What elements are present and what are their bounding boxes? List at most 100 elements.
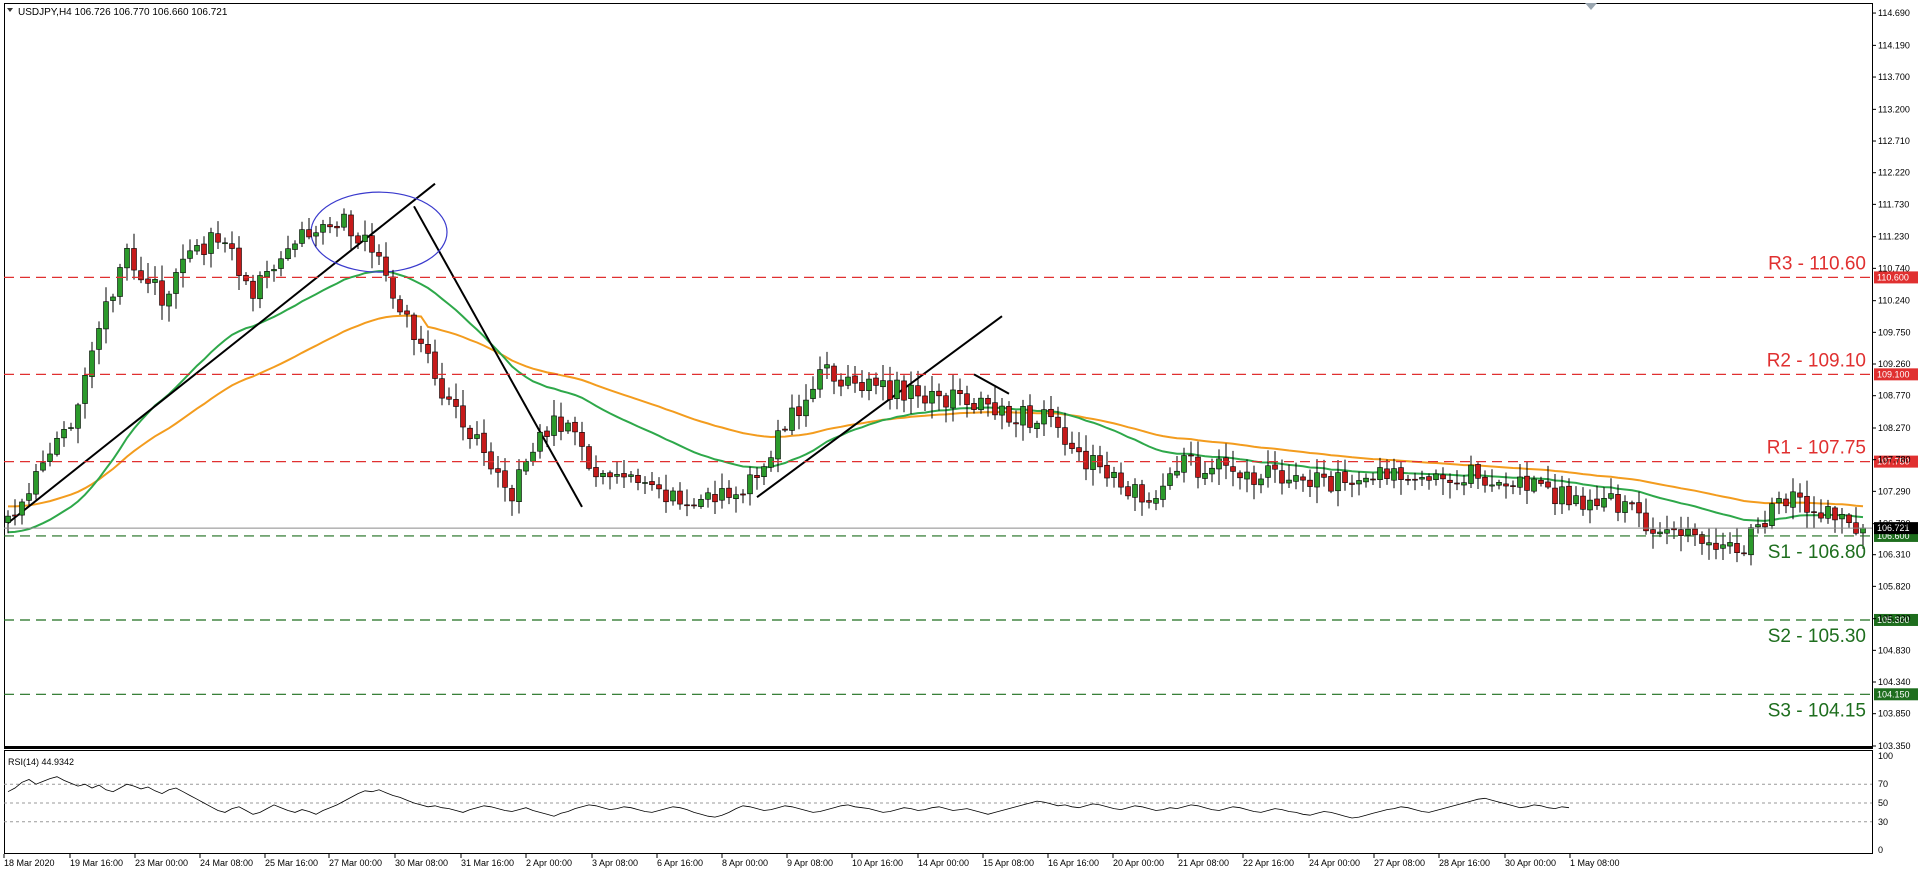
bull-candle bbox=[1377, 467, 1383, 481]
bull-candle bbox=[33, 471, 39, 495]
bear-candle bbox=[992, 402, 998, 416]
bear-candle bbox=[1482, 476, 1488, 486]
bear-candle bbox=[1370, 478, 1376, 481]
bull-candle bbox=[866, 378, 872, 391]
current-price-tag bbox=[1874, 522, 1918, 535]
level-price-tag bbox=[1874, 455, 1918, 468]
bear-candle bbox=[1125, 486, 1131, 497]
bear-candle bbox=[1811, 511, 1817, 513]
symbol-dropdown-icon[interactable] bbox=[7, 8, 13, 12]
bull-candle bbox=[278, 258, 284, 269]
bear-candle bbox=[1804, 495, 1810, 513]
bull-candle bbox=[19, 501, 25, 516]
bull-candle bbox=[1335, 472, 1341, 492]
bull-candle bbox=[1748, 527, 1754, 556]
bull-candle bbox=[292, 243, 298, 250]
bear-candle bbox=[754, 475, 760, 479]
bear-candle bbox=[1741, 552, 1747, 555]
bear-candle bbox=[579, 432, 585, 447]
y-tick-label: 114.690 bbox=[1878, 8, 1910, 18]
bull-candle bbox=[173, 272, 179, 294]
bear-candle bbox=[656, 484, 662, 490]
bear-candle bbox=[1650, 529, 1656, 534]
bull-candle bbox=[768, 457, 774, 468]
bear-candle bbox=[460, 405, 466, 428]
bull-candle bbox=[1860, 527, 1866, 534]
bear-candle bbox=[1062, 427, 1068, 445]
bull-candle bbox=[824, 364, 830, 369]
bear-candle bbox=[355, 235, 361, 244]
bull-candle bbox=[530, 451, 536, 462]
bear-candle bbox=[1272, 464, 1278, 470]
bull-candle bbox=[614, 474, 620, 477]
bull-candle bbox=[474, 434, 480, 439]
bear-candle bbox=[404, 310, 410, 315]
bear-candle bbox=[1699, 534, 1705, 544]
x-tick-label: 28 Apr 16:00 bbox=[1439, 858, 1490, 868]
bear-candle bbox=[509, 488, 515, 502]
chart-shift-marker-icon[interactable] bbox=[1585, 3, 1597, 10]
bull-candle bbox=[1356, 480, 1362, 485]
bear-candle bbox=[1139, 484, 1145, 503]
bear-candle bbox=[726, 487, 732, 498]
bull-candle bbox=[803, 399, 809, 417]
bull-candle bbox=[1608, 493, 1614, 499]
moving-average-green bbox=[7, 270, 1864, 534]
y-tick-label: 108.270 bbox=[1878, 423, 1911, 433]
y-tick-label: 109.750 bbox=[1878, 327, 1911, 337]
bear-candle bbox=[1566, 485, 1572, 506]
bear-candle bbox=[1398, 467, 1404, 480]
bear-candle bbox=[1027, 405, 1033, 428]
level-price-tag bbox=[1874, 613, 1918, 626]
bull-candle bbox=[1216, 458, 1222, 470]
x-tick-label: 19 Mar 16:00 bbox=[70, 858, 123, 868]
bear-candle bbox=[985, 397, 991, 405]
y-tick-label: 105.820 bbox=[1878, 581, 1911, 591]
level-price-tag-text: 105.300 bbox=[1877, 615, 1910, 625]
bear-candle bbox=[1195, 456, 1201, 478]
bear-candle bbox=[1447, 479, 1453, 483]
bull-candle bbox=[1825, 506, 1831, 519]
bear-candle bbox=[446, 396, 452, 400]
bull-candle bbox=[271, 269, 277, 272]
bull-candle bbox=[61, 429, 67, 439]
x-tick-label: 31 Mar 16:00 bbox=[461, 858, 514, 868]
bear-candle bbox=[1076, 447, 1082, 453]
bear-candle bbox=[425, 344, 431, 354]
bear-candle bbox=[418, 338, 424, 344]
bull-candle bbox=[1174, 470, 1180, 476]
bull-candle bbox=[299, 229, 305, 244]
bull-candle bbox=[362, 234, 368, 242]
bear-candle bbox=[1237, 472, 1243, 479]
bear-candle bbox=[376, 252, 382, 257]
bull-candle bbox=[124, 248, 130, 269]
bear-candle bbox=[635, 474, 641, 483]
bear-candle bbox=[1503, 483, 1509, 487]
bull-candle bbox=[75, 404, 81, 429]
bull-candle bbox=[1601, 498, 1607, 508]
y-tick-label: 104.340 bbox=[1878, 677, 1911, 687]
bull-candle bbox=[1041, 409, 1047, 425]
bull-candle bbox=[845, 376, 851, 386]
bear-candle bbox=[1671, 528, 1677, 531]
y-tick-label: 105.320 bbox=[1878, 614, 1911, 624]
bull-candle bbox=[1657, 531, 1663, 535]
bear-candle bbox=[432, 351, 438, 379]
bear-candle bbox=[1510, 485, 1516, 487]
rsi-tick-label: 100 bbox=[1878, 751, 1893, 761]
bull-candle bbox=[285, 248, 291, 260]
bear-candle bbox=[1188, 454, 1194, 457]
bear-candle bbox=[1797, 492, 1803, 498]
bear-candle bbox=[439, 378, 445, 399]
bear-candle bbox=[1013, 422, 1019, 425]
trendline bbox=[756, 315, 1003, 498]
rsi-tick-label: 50 bbox=[1878, 798, 1888, 808]
bull-candle bbox=[929, 390, 935, 404]
bull-candle bbox=[47, 453, 53, 462]
bear-candle bbox=[922, 395, 928, 404]
y-tick-label: 108.770 bbox=[1878, 391, 1911, 401]
bull-candle bbox=[1587, 499, 1593, 511]
bear-candle bbox=[334, 225, 340, 229]
bull-candle bbox=[1496, 482, 1502, 486]
